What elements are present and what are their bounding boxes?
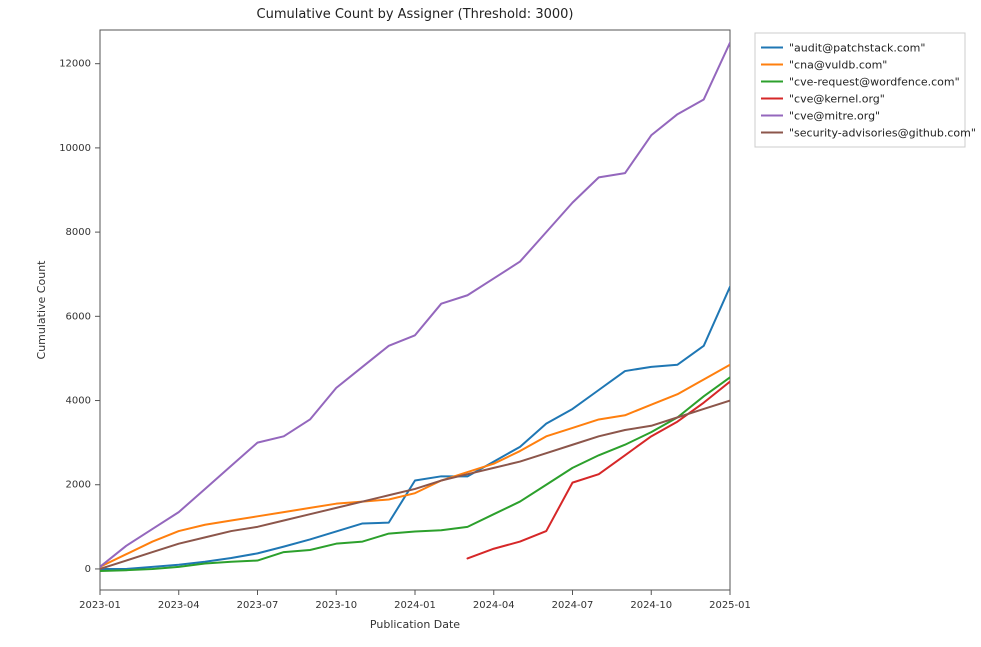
- y-tick-label: 10000: [59, 143, 91, 154]
- x-tick-label: 2024-10: [630, 600, 672, 611]
- legend-label: "cve@mitre.org": [789, 110, 880, 123]
- x-tick-label: 2023-04: [158, 600, 200, 611]
- y-tick-label: 4000: [66, 396, 91, 407]
- y-tick-label: 2000: [66, 480, 91, 491]
- chart-title: Cumulative Count by Assigner (Threshold:…: [257, 7, 574, 22]
- x-tick-label: 2024-07: [552, 600, 594, 611]
- x-tick-label: 2025-01: [709, 600, 751, 611]
- x-tick-label: 2023-01: [79, 600, 121, 611]
- y-tick-label: 6000: [66, 311, 91, 322]
- x-axis-label: Publication Date: [370, 618, 460, 631]
- y-tick-label: 0: [85, 564, 91, 575]
- legend-label: "security-advisories@github.com": [789, 127, 976, 140]
- y-axis-label: Cumulative Count: [35, 260, 48, 360]
- y-tick-label: 8000: [66, 227, 91, 238]
- y-tick-label: 12000: [59, 59, 91, 70]
- chart-svg: 2023-01 2023-04 2023-07 2023-10 2024-01 2024-…: [0, 0, 981, 647]
- legend-label: "cve@kernel.org": [789, 93, 885, 106]
- legend-label: "audit@patchstack.com": [789, 42, 925, 55]
- x-tick-label: 2024-01: [394, 600, 436, 611]
- chart-container: 2023-01 2023-04 2023-07 2023-10 2024-01 2024-…: [0, 0, 981, 647]
- x-tick-label: 2024-04: [473, 600, 515, 611]
- x-tick-label: 2023-07: [237, 600, 279, 611]
- x-tick-label: 2023-10: [315, 600, 357, 611]
- legend-label: "cve-request@wordfence.com": [789, 76, 960, 89]
- legend-label: "cna@vuldb.com": [789, 59, 887, 72]
